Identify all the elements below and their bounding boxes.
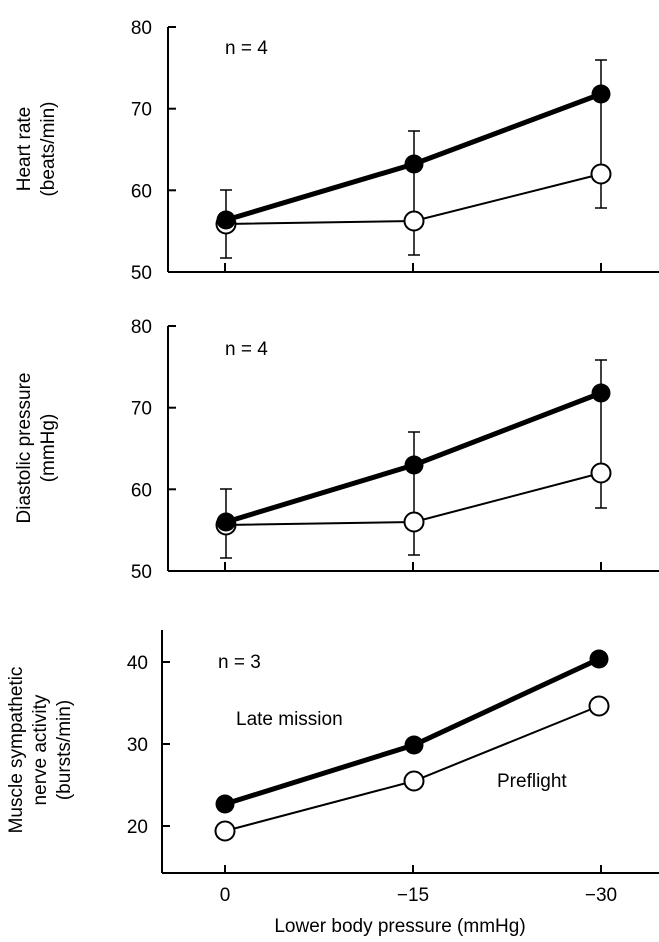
y-tick-label: 80 bbox=[131, 317, 152, 338]
y-axis-label-line-3: (bursts/min) bbox=[54, 700, 75, 800]
y-axis-label-line-1: Heart rate bbox=[14, 107, 35, 191]
y-tick-label: 50 bbox=[131, 263, 152, 284]
y-tick-label: 70 bbox=[131, 100, 152, 121]
data-point-open bbox=[590, 163, 612, 185]
y-ticks bbox=[168, 26, 176, 192]
y-ticks bbox=[168, 325, 176, 491]
data-point-filled bbox=[215, 794, 235, 814]
data-point-filled bbox=[216, 210, 236, 230]
series-label-late-mission: Late mission bbox=[236, 709, 343, 730]
data-point-open bbox=[403, 770, 425, 792]
x-ticks bbox=[224, 865, 602, 873]
x-ticks bbox=[224, 263, 602, 272]
y-tick-label: 70 bbox=[131, 399, 152, 420]
panel-msna: 40 30 20 0 −15 −30 Lower body pressure (… bbox=[6, 630, 659, 937]
data-point-filled bbox=[404, 455, 424, 475]
x-ticks bbox=[224, 562, 602, 571]
y-tick-label: 50 bbox=[131, 562, 152, 583]
x-tick-label: −30 bbox=[585, 885, 617, 906]
data-point-filled bbox=[216, 512, 236, 532]
y-tick-label: 80 bbox=[131, 18, 152, 39]
n-label: n = 3 bbox=[218, 652, 261, 673]
y-ticks bbox=[162, 661, 170, 827]
data-point-open bbox=[403, 511, 425, 533]
series-label-preflight: Preflight bbox=[497, 771, 567, 792]
panel-heart-rate: 80 70 60 50 Heart rate (beats/min) n = 4 bbox=[14, 18, 659, 284]
y-tick-label: 60 bbox=[131, 480, 152, 501]
data-point-open bbox=[588, 695, 610, 717]
y-axis-label-line-1: Muscle sympathetic bbox=[6, 667, 27, 834]
y-tick-label: 30 bbox=[127, 735, 148, 756]
n-label: n = 4 bbox=[225, 339, 268, 360]
x-tick-label: −15 bbox=[397, 885, 429, 906]
y-axis-label-line-2: nerve activity bbox=[30, 694, 51, 805]
data-point-filled bbox=[404, 154, 424, 174]
y-tick-label: 20 bbox=[127, 817, 148, 838]
y-tick-label: 40 bbox=[127, 653, 148, 674]
x-tick-label: 0 bbox=[220, 885, 231, 906]
y-axis-label-line-1: Diastolic pressure bbox=[14, 373, 35, 524]
data-point-filled bbox=[591, 383, 611, 403]
x-axis-label: Lower body pressure (mmHg) bbox=[274, 916, 525, 937]
data-point-filled bbox=[589, 649, 609, 669]
data-point-open bbox=[403, 210, 425, 232]
panel-diastolic-pressure: 80 70 60 50 Diastolic pressure (mmHg) n … bbox=[14, 317, 659, 583]
n-label: n = 4 bbox=[225, 38, 268, 59]
data-point-open bbox=[590, 462, 612, 484]
y-axis-label-line-2: (mmHg) bbox=[38, 414, 59, 483]
data-point-open bbox=[214, 820, 236, 842]
data-point-filled bbox=[404, 735, 424, 755]
y-tick-label: 60 bbox=[131, 181, 152, 202]
data-point-filled bbox=[591, 84, 611, 104]
y-axis-label-line-2: (beats/min) bbox=[38, 101, 59, 196]
